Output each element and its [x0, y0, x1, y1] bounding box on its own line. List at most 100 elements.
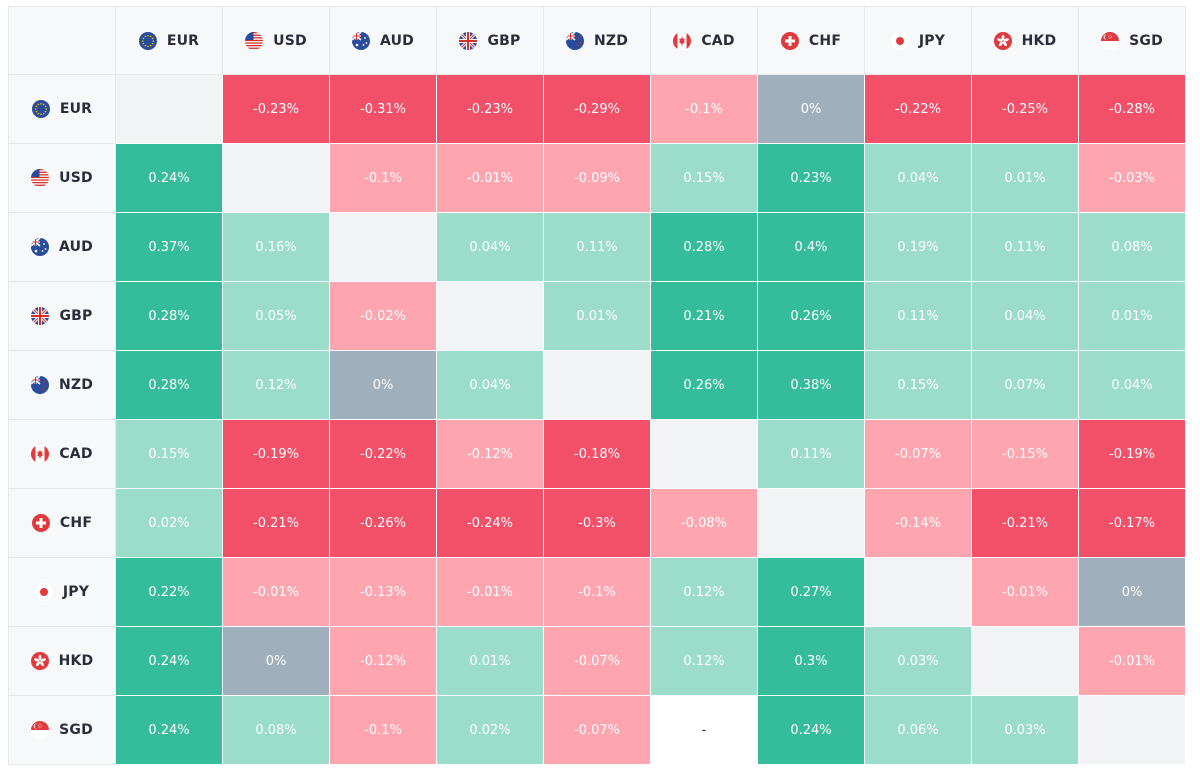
heatmap-cell-hkd-aud[interactable]: -0.12%	[330, 627, 437, 696]
heatmap-cell-gbp-cad[interactable]: 0.21%	[651, 282, 758, 351]
row-header-cad[interactable]: CAD	[9, 420, 116, 489]
column-header-aud[interactable]: AUD	[330, 7, 437, 75]
heatmap-cell-cad-cad[interactable]	[651, 420, 758, 489]
heatmap-cell-jpy-eur[interactable]: 0.22%	[116, 558, 223, 627]
row-header-eur[interactable]: EUR	[9, 75, 116, 144]
heatmap-cell-eur-sgd[interactable]: -0.28%	[1079, 75, 1186, 144]
heatmap-cell-hkd-hkd[interactable]	[972, 627, 1079, 696]
heatmap-cell-aud-hkd[interactable]: 0.11%	[972, 213, 1079, 282]
heatmap-cell-jpy-usd[interactable]: -0.01%	[223, 558, 330, 627]
heatmap-cell-hkd-sgd[interactable]: -0.01%	[1079, 627, 1186, 696]
heatmap-cell-gbp-chf[interactable]: 0.26%	[758, 282, 865, 351]
heatmap-cell-jpy-chf[interactable]: 0.27%	[758, 558, 865, 627]
heatmap-cell-cad-aud[interactable]: -0.22%	[330, 420, 437, 489]
heatmap-cell-cad-chf[interactable]: 0.11%	[758, 420, 865, 489]
heatmap-cell-jpy-jpy[interactable]	[865, 558, 972, 627]
heatmap-cell-chf-hkd[interactable]: -0.21%	[972, 489, 1079, 558]
heatmap-cell-nzd-cad[interactable]: 0.26%	[651, 351, 758, 420]
heatmap-cell-sgd-nzd[interactable]: -0.07%	[544, 696, 651, 765]
heatmap-cell-jpy-gbp[interactable]: -0.01%	[437, 558, 544, 627]
heatmap-cell-nzd-jpy[interactable]: 0.15%	[865, 351, 972, 420]
heatmap-cell-gbp-aud[interactable]: -0.02%	[330, 282, 437, 351]
heatmap-cell-chf-nzd[interactable]: -0.3%	[544, 489, 651, 558]
row-header-jpy[interactable]: JPY	[9, 558, 116, 627]
column-header-nzd[interactable]: NZD	[544, 7, 651, 75]
heatmap-cell-gbp-jpy[interactable]: 0.11%	[865, 282, 972, 351]
heatmap-cell-cad-sgd[interactable]: -0.19%	[1079, 420, 1186, 489]
heatmap-cell-cad-gbp[interactable]: -0.12%	[437, 420, 544, 489]
heatmap-cell-usd-usd[interactable]	[223, 144, 330, 213]
heatmap-cell-chf-usd[interactable]: -0.21%	[223, 489, 330, 558]
heatmap-cell-aud-jpy[interactable]: 0.19%	[865, 213, 972, 282]
row-header-hkd[interactable]: HKD	[9, 627, 116, 696]
heatmap-cell-sgd-usd[interactable]: 0.08%	[223, 696, 330, 765]
heatmap-cell-gbp-nzd[interactable]: 0.01%	[544, 282, 651, 351]
heatmap-cell-aud-aud[interactable]	[330, 213, 437, 282]
heatmap-cell-usd-gbp[interactable]: -0.01%	[437, 144, 544, 213]
heatmap-cell-aud-cad[interactable]: 0.28%	[651, 213, 758, 282]
heatmap-cell-sgd-jpy[interactable]: 0.06%	[865, 696, 972, 765]
heatmap-cell-nzd-eur[interactable]: 0.28%	[116, 351, 223, 420]
heatmap-cell-hkd-gbp[interactable]: 0.01%	[437, 627, 544, 696]
heatmap-cell-usd-sgd[interactable]: -0.03%	[1079, 144, 1186, 213]
heatmap-cell-aud-gbp[interactable]: 0.04%	[437, 213, 544, 282]
heatmap-cell-chf-eur[interactable]: 0.02%	[116, 489, 223, 558]
heatmap-cell-hkd-eur[interactable]: 0.24%	[116, 627, 223, 696]
heatmap-cell-chf-gbp[interactable]: -0.24%	[437, 489, 544, 558]
heatmap-cell-eur-hkd[interactable]: -0.25%	[972, 75, 1079, 144]
column-header-eur[interactable]: EUR	[116, 7, 223, 75]
heatmap-cell-eur-jpy[interactable]: -0.22%	[865, 75, 972, 144]
heatmap-cell-usd-cad[interactable]: 0.15%	[651, 144, 758, 213]
row-header-nzd[interactable]: NZD	[9, 351, 116, 420]
column-header-jpy[interactable]: JPY	[865, 7, 972, 75]
heatmap-cell-eur-nzd[interactable]: -0.29%	[544, 75, 651, 144]
heatmap-cell-eur-eur[interactable]	[116, 75, 223, 144]
heatmap-cell-aud-nzd[interactable]: 0.11%	[544, 213, 651, 282]
heatmap-cell-hkd-usd[interactable]: 0%	[223, 627, 330, 696]
heatmap-cell-jpy-cad[interactable]: 0.12%	[651, 558, 758, 627]
heatmap-cell-cad-usd[interactable]: -0.19%	[223, 420, 330, 489]
heatmap-cell-aud-usd[interactable]: 0.16%	[223, 213, 330, 282]
heatmap-cell-chf-sgd[interactable]: -0.17%	[1079, 489, 1186, 558]
row-header-usd[interactable]: USD	[9, 144, 116, 213]
heatmap-cell-aud-chf[interactable]: 0.4%	[758, 213, 865, 282]
heatmap-cell-cad-hkd[interactable]: -0.15%	[972, 420, 1079, 489]
column-header-chf[interactable]: CHF	[758, 7, 865, 75]
heatmap-cell-aud-sgd[interactable]: 0.08%	[1079, 213, 1186, 282]
row-header-aud[interactable]: AUD	[9, 213, 116, 282]
column-header-hkd[interactable]: HKD	[972, 7, 1079, 75]
heatmap-cell-chf-chf[interactable]	[758, 489, 865, 558]
heatmap-cell-gbp-usd[interactable]: 0.05%	[223, 282, 330, 351]
heatmap-cell-eur-cad[interactable]: -0.1%	[651, 75, 758, 144]
heatmap-cell-chf-aud[interactable]: -0.26%	[330, 489, 437, 558]
heatmap-cell-nzd-sgd[interactable]: 0.04%	[1079, 351, 1186, 420]
heatmap-cell-nzd-chf[interactable]: 0.38%	[758, 351, 865, 420]
heatmap-cell-cad-eur[interactable]: 0.15%	[116, 420, 223, 489]
heatmap-cell-nzd-nzd[interactable]	[544, 351, 651, 420]
heatmap-cell-usd-jpy[interactable]: 0.04%	[865, 144, 972, 213]
heatmap-cell-hkd-jpy[interactable]: 0.03%	[865, 627, 972, 696]
heatmap-cell-eur-aud[interactable]: -0.31%	[330, 75, 437, 144]
heatmap-cell-gbp-hkd[interactable]: 0.04%	[972, 282, 1079, 351]
heatmap-cell-sgd-hkd[interactable]: 0.03%	[972, 696, 1079, 765]
heatmap-cell-jpy-hkd[interactable]: -0.01%	[972, 558, 1079, 627]
heatmap-cell-usd-eur[interactable]: 0.24%	[116, 144, 223, 213]
heatmap-cell-eur-chf[interactable]: 0%	[758, 75, 865, 144]
heatmap-cell-jpy-aud[interactable]: -0.13%	[330, 558, 437, 627]
column-header-cad[interactable]: CAD	[651, 7, 758, 75]
heatmap-cell-sgd-aud[interactable]: -0.1%	[330, 696, 437, 765]
heatmap-cell-sgd-chf[interactable]: 0.24%	[758, 696, 865, 765]
heatmap-cell-sgd-gbp[interactable]: 0.02%	[437, 696, 544, 765]
heatmap-cell-sgd-sgd[interactable]	[1079, 696, 1186, 765]
column-header-usd[interactable]: USD	[223, 7, 330, 75]
heatmap-cell-sgd-cad[interactable]: -	[651, 696, 758, 765]
heatmap-cell-nzd-gbp[interactable]: 0.04%	[437, 351, 544, 420]
heatmap-cell-hkd-cad[interactable]: 0.12%	[651, 627, 758, 696]
heatmap-cell-chf-cad[interactable]: -0.08%	[651, 489, 758, 558]
row-header-chf[interactable]: CHF	[9, 489, 116, 558]
heatmap-cell-nzd-usd[interactable]: 0.12%	[223, 351, 330, 420]
heatmap-cell-gbp-eur[interactable]: 0.28%	[116, 282, 223, 351]
row-header-sgd[interactable]: SGD	[9, 696, 116, 765]
heatmap-cell-cad-jpy[interactable]: -0.07%	[865, 420, 972, 489]
heatmap-cell-gbp-gbp[interactable]	[437, 282, 544, 351]
